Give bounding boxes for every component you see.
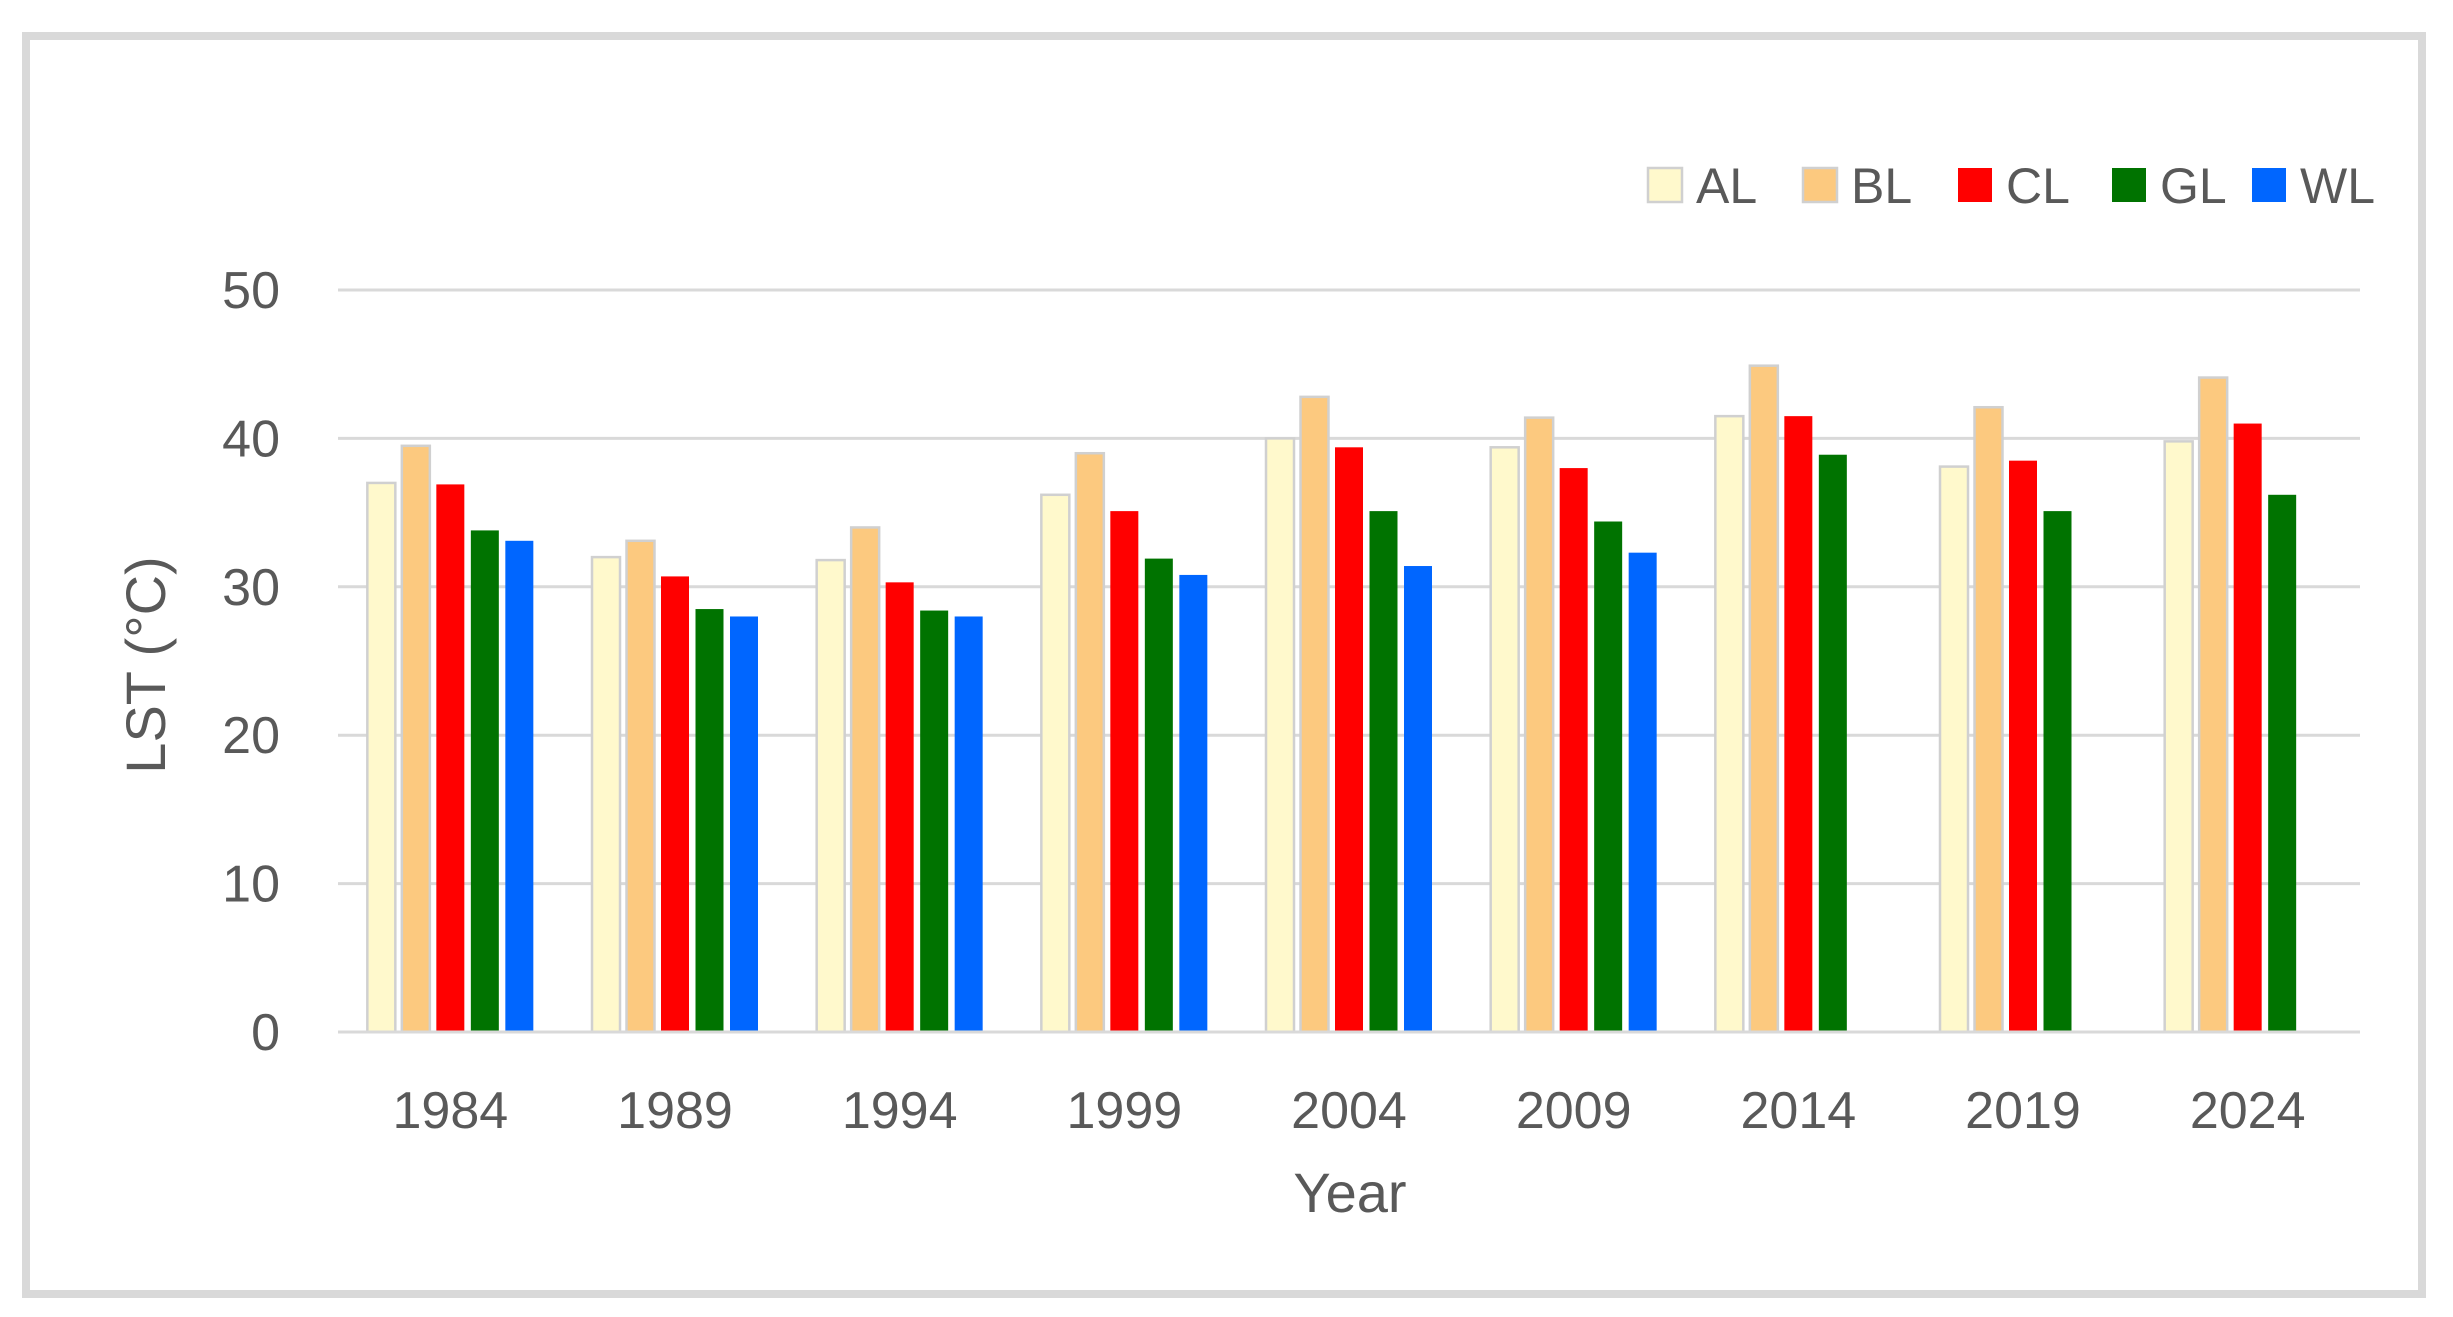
bar-cl-2014: [1784, 416, 1813, 1032]
legend-swatch-al: [1646, 166, 1684, 204]
x-tick-label: 1999: [1066, 1082, 1182, 1140]
x-tick-label: 1989: [617, 1082, 733, 1140]
axes: 0 10 20 30 40 50 1984 1989 1994 1999 2004 2009 2014 2…: [222, 262, 2360, 1140]
bar-cl-1989: [661, 576, 689, 1032]
legend: AL BL CL GL WL: [1646, 158, 2375, 214]
bar-cl-1994: [885, 582, 914, 1032]
bar-cl-2019: [2009, 460, 2037, 1032]
y-tick-label: 0: [251, 1004, 280, 1062]
bar-wl-2004: [1404, 566, 1432, 1032]
bar-bl-1999: [1074, 451, 1106, 1034]
bar-cl-2004: [1335, 447, 1363, 1033]
bar-al-2009: [1489, 446, 1520, 1034]
x-tick-label: 2024: [2190, 1082, 2306, 1140]
legend-label-al: AL: [1696, 158, 1757, 214]
bar-bl-2024: [2197, 376, 2229, 1034]
bars: [366, 364, 2297, 1034]
bar-cl-1999: [1110, 511, 1139, 1033]
bar-al-1994: [815, 558, 846, 1034]
x-axis-title: Year: [1293, 1161, 1406, 1224]
x-tick-label: 2004: [1291, 1082, 1407, 1140]
bar-gl-2014: [1818, 454, 1847, 1032]
bar-gl-2019: [2043, 511, 2072, 1033]
bar-wl-1999: [1179, 574, 1208, 1032]
bar-cl-2024: [2233, 423, 2262, 1032]
bar-bl-2019: [1973, 405, 2004, 1034]
bar-bl-2009: [1523, 416, 1555, 1034]
bar-wl-1994: [954, 616, 983, 1032]
bar-al-2014: [1714, 414, 1745, 1034]
bar-gl-1989: [695, 609, 724, 1032]
legend-swatch-wl: [2252, 168, 2286, 202]
bar-cl-2009: [1559, 468, 1588, 1033]
x-tick-label: 2009: [1516, 1082, 1632, 1140]
legend-label-wl: WL: [2300, 158, 2375, 214]
chart-frame: 0 10 20 30 40 50 1984 1989 1994 1999 2004 2009 2014 2…: [22, 32, 2426, 1298]
bar-al-1999: [1040, 493, 1071, 1034]
bar-bl-2014: [1748, 364, 1780, 1034]
bar-al-1989: [590, 555, 622, 1034]
y-tick-label: 10: [222, 856, 280, 914]
bar-bl-1994: [849, 526, 881, 1034]
legend-swatch-bl: [1801, 166, 1839, 204]
y-tick-label: 50: [222, 262, 280, 320]
y-tick-label: 40: [222, 410, 280, 468]
bar-gl-2009: [1594, 521, 1623, 1032]
bar-wl-2009: [1628, 552, 1657, 1032]
x-tick-label: 1994: [842, 1082, 958, 1140]
legend-label-bl: BL: [1851, 158, 1912, 214]
legend-swatch-gl: [2112, 168, 2146, 202]
bar-bl-1989: [625, 539, 656, 1034]
y-tick-label: 30: [222, 559, 280, 617]
bar-al-2024: [2163, 440, 2194, 1034]
bar-wl-1989: [730, 616, 758, 1032]
y-axis-title: LST (°C): [114, 556, 177, 773]
bar-gl-1994: [920, 610, 949, 1032]
legend-label-gl: GL: [2160, 158, 2227, 214]
bar-gl-2004: [1369, 511, 1398, 1033]
bar-al-2004: [1264, 437, 1296, 1034]
bar-gl-2024: [2268, 494, 2297, 1032]
bar-chart: 0 10 20 30 40 50 1984 1989 1994 1999 2004 2009 2014 2…: [114, 158, 2375, 1224]
bar-gl-1984: [470, 530, 499, 1032]
y-tick-label: 20: [222, 707, 280, 765]
x-tick-label: 2019: [1965, 1082, 2081, 1140]
legend-swatch-cl: [1958, 168, 1992, 202]
bar-bl-1984: [400, 444, 432, 1034]
bar-al-2019: [1938, 465, 1970, 1034]
x-tick-label: 2014: [1740, 1082, 1856, 1140]
bar-cl-1984: [436, 484, 465, 1032]
bar-al-1984: [366, 481, 397, 1034]
bar-bl-2004: [1299, 395, 1330, 1034]
x-tick-label: 1984: [392, 1082, 508, 1140]
legend-label-cl: CL: [2006, 158, 2070, 214]
bar-gl-1999: [1144, 558, 1173, 1032]
bar-wl-1984: [505, 540, 534, 1032]
